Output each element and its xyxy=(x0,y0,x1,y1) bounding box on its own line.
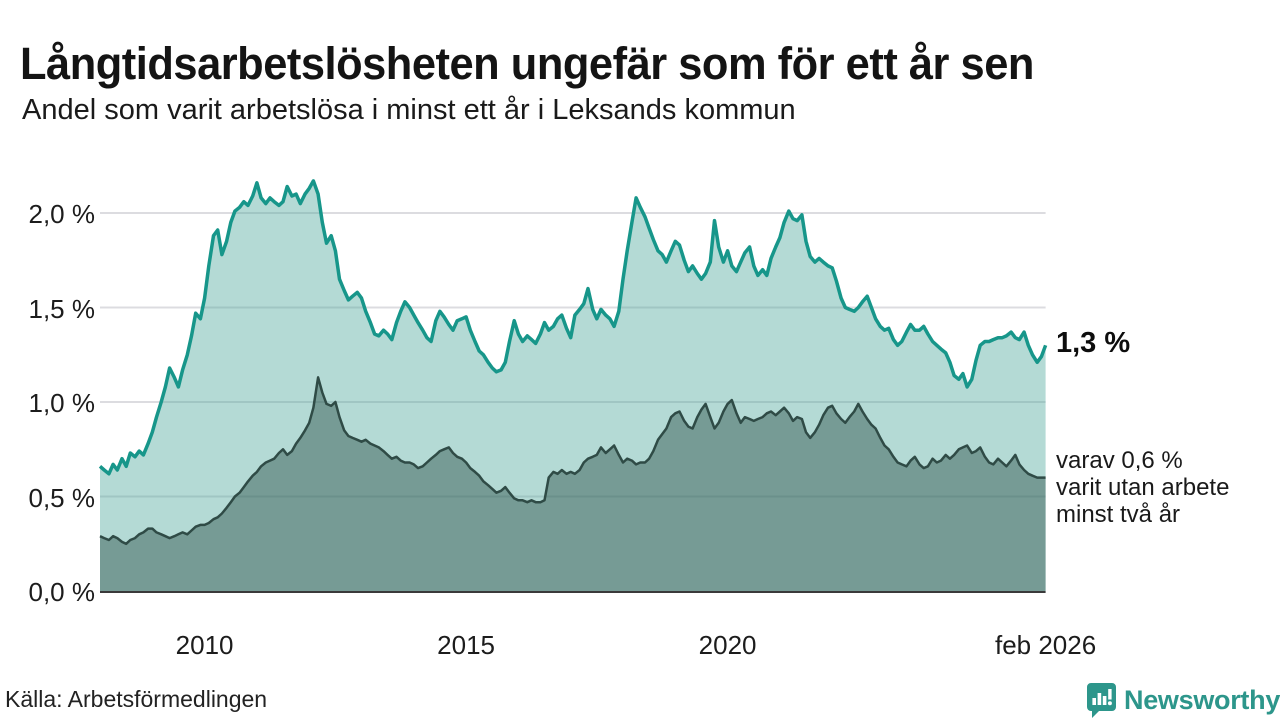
page-subtitle: Andel som varit arbetslösa i minst ett å… xyxy=(22,94,796,126)
y-axis-tick-label: 0,0 % xyxy=(28,577,96,607)
y-axis-tick-label: 0,5 % xyxy=(28,482,96,513)
x-axis-tick-label: 2020 xyxy=(698,630,757,660)
y-axis-tick-label: 2,0 % xyxy=(28,199,96,229)
source-note: Källa: Arbetsförmedlingen xyxy=(5,686,268,712)
newsworthy-logo: Newsworthy xyxy=(1086,682,1280,718)
latest-value-annotation: 1,3 % xyxy=(1056,327,1131,359)
y-axis-tick-label: 1,0 % xyxy=(28,388,96,418)
newsworthy-bubble-chart-icon xyxy=(1087,683,1116,718)
y-axis-tick-label: 1,5 % xyxy=(28,293,96,324)
page-title: Långtidsarbetslösheten ungefär som för e… xyxy=(20,38,1034,90)
two-year-share-annotation: varav 0,6 % varit utan arbete minst två … xyxy=(1056,447,1230,528)
x-axis-tick-label: 2010 xyxy=(175,630,234,660)
x-axis-tick-label: 2015 xyxy=(437,630,496,660)
x-axis-tick-label: feb 2026 xyxy=(994,630,1097,660)
newsworthy-logo-text: Newsworthy xyxy=(1124,684,1280,715)
